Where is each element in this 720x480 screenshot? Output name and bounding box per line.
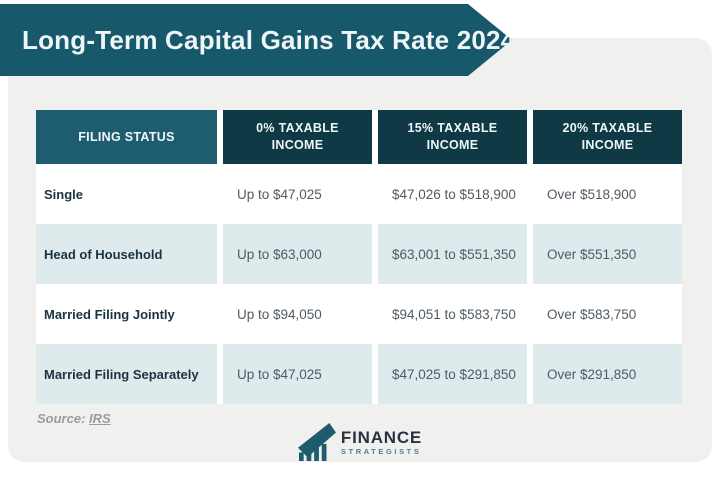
source-irs-link[interactable]: IRS bbox=[89, 411, 111, 426]
column-header-15-percent: 15% Taxable Income bbox=[378, 110, 527, 164]
table-cell-filing-status: Married Filing Separately bbox=[36, 344, 217, 404]
finance-strategists-logo: FINANCE STRATEGISTS bbox=[0, 423, 720, 461]
source-note: Source: IRS bbox=[37, 411, 111, 426]
table-cell-0-percent: Up to $94,050 bbox=[223, 284, 372, 344]
table-cell-filing-status: Head of Household bbox=[36, 224, 217, 284]
logo-finance-text: FINANCE bbox=[340, 427, 423, 447]
table-cell-20-percent: Over $291,850 bbox=[533, 344, 682, 404]
table-cell-filing-status: Married Filing Jointly bbox=[36, 284, 217, 344]
table-cell-15-percent: $47,025 to $291,850 bbox=[378, 344, 527, 404]
column-header-20-percent: 20% Taxable Income bbox=[533, 110, 682, 164]
table-cell-0-percent: Up to $47,025 bbox=[223, 164, 372, 224]
table-cell-15-percent: $47,026 to $518,900 bbox=[378, 164, 527, 224]
table-cell-20-percent: Over $583,750 bbox=[533, 284, 682, 344]
bar-chart-arrow-icon bbox=[297, 423, 336, 461]
column-header-filing-status: Filing Status bbox=[36, 110, 217, 164]
table-cell-filing-status: Single bbox=[36, 164, 217, 224]
column-header-0-percent: 0% Taxable Income bbox=[223, 110, 372, 164]
table-cell-0-percent: Up to $47,025 bbox=[223, 344, 372, 404]
title-banner: Long-Term Capital Gains Tax Rate 2024 bbox=[0, 4, 512, 76]
table-cell-15-percent: $94,051 to $583,750 bbox=[378, 284, 527, 344]
table-cell-0-percent: Up to $63,000 bbox=[223, 224, 372, 284]
table-cell-20-percent: Over $518,900 bbox=[533, 164, 682, 224]
tax-rate-table: Filing Status 0% Taxable Income 15% Taxa… bbox=[36, 110, 682, 404]
source-label: Source: bbox=[37, 411, 86, 426]
logo-strategists-text: STRATEGISTS bbox=[340, 446, 422, 456]
page-title: Long-Term Capital Gains Tax Rate 2024 bbox=[22, 24, 516, 55]
table-cell-20-percent: Over $551,350 bbox=[533, 224, 682, 284]
table-cell-15-percent: $63,001 to $551,350 bbox=[378, 224, 527, 284]
